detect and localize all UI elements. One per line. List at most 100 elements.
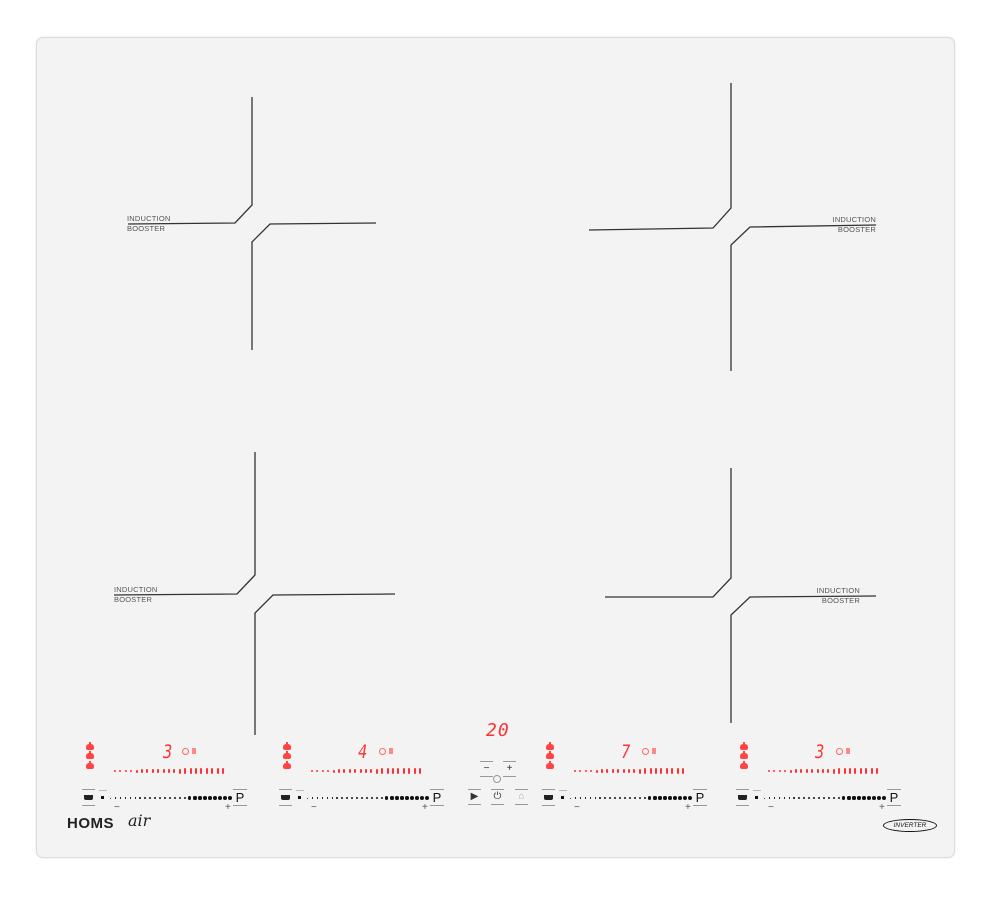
slider-step[interactable] bbox=[609, 796, 612, 799]
zone-select-button[interactable] bbox=[82, 789, 95, 806]
slider-step[interactable] bbox=[331, 797, 334, 799]
slider-step[interactable] bbox=[604, 797, 607, 799]
slider-step[interactable] bbox=[773, 797, 776, 799]
slider-step[interactable] bbox=[400, 796, 404, 800]
power-button[interactable]: ⏻ bbox=[491, 789, 504, 805]
slider-step[interactable] bbox=[817, 796, 821, 800]
slider-step[interactable] bbox=[405, 796, 409, 800]
slider-step[interactable] bbox=[852, 796, 856, 800]
slider-step[interactable] bbox=[419, 796, 424, 800]
slider-step[interactable] bbox=[134, 797, 137, 799]
power-slider[interactable] bbox=[570, 795, 692, 801]
slider-step[interactable] bbox=[173, 796, 177, 800]
slider-step[interactable] bbox=[663, 796, 667, 800]
pause-button[interactable]: ▶ bbox=[468, 789, 481, 805]
slider-step[interactable] bbox=[326, 797, 329, 799]
slider-step[interactable] bbox=[217, 796, 222, 800]
slider-step[interactable] bbox=[798, 797, 801, 799]
slider-step[interactable] bbox=[808, 796, 811, 800]
slider-step[interactable] bbox=[375, 796, 379, 800]
slider-step[interactable] bbox=[643, 796, 647, 800]
slider-step[interactable] bbox=[648, 796, 652, 800]
slider-step[interactable] bbox=[594, 797, 597, 799]
slider-step[interactable] bbox=[876, 796, 881, 800]
slider-step[interactable] bbox=[788, 797, 791, 799]
slider-step[interactable] bbox=[395, 796, 399, 800]
slider-step[interactable] bbox=[614, 796, 617, 800]
slider-step[interactable] bbox=[764, 797, 765, 799]
slider-min-marker[interactable] bbox=[296, 790, 304, 804]
power-slider[interactable] bbox=[307, 795, 429, 801]
power-boost-button[interactable]: P bbox=[233, 789, 247, 806]
slider-step[interactable] bbox=[862, 796, 866, 800]
slider-step[interactable] bbox=[208, 796, 212, 800]
slider-step[interactable] bbox=[409, 796, 414, 800]
slider-step[interactable] bbox=[114, 797, 117, 799]
slider-step[interactable] bbox=[424, 795, 429, 801]
slider-step[interactable] bbox=[653, 796, 657, 800]
slider-step[interactable] bbox=[346, 796, 349, 799]
slider-step[interactable] bbox=[628, 796, 632, 800]
slider-step[interactable] bbox=[198, 796, 202, 800]
slider-step[interactable] bbox=[793, 797, 796, 799]
slider-step[interactable] bbox=[385, 796, 389, 800]
slider-step[interactable] bbox=[871, 796, 876, 800]
zone-select-button[interactable] bbox=[736, 789, 749, 806]
slider-step[interactable] bbox=[677, 796, 682, 800]
slider-step[interactable] bbox=[668, 796, 672, 800]
slider-step[interactable] bbox=[119, 797, 122, 799]
power-slider[interactable] bbox=[764, 795, 886, 801]
zone-select-button[interactable] bbox=[542, 789, 555, 806]
slider-step[interactable] bbox=[638, 796, 642, 800]
slider-step[interactable] bbox=[822, 796, 826, 800]
slider-step[interactable] bbox=[837, 796, 841, 800]
slider-step[interactable] bbox=[847, 796, 851, 800]
slider-step[interactable] bbox=[813, 796, 816, 800]
slider-min-marker[interactable] bbox=[99, 790, 107, 804]
slider-step[interactable] bbox=[574, 797, 577, 799]
slider-step[interactable] bbox=[672, 796, 677, 800]
slider-step[interactable] bbox=[159, 796, 162, 800]
slider-step[interactable] bbox=[570, 797, 571, 799]
slider-step[interactable] bbox=[827, 796, 831, 800]
slider-step[interactable] bbox=[341, 797, 344, 799]
slider-step[interactable] bbox=[682, 796, 687, 800]
slider-step[interactable] bbox=[163, 796, 167, 800]
slider-step[interactable] bbox=[599, 797, 602, 799]
slider-step[interactable] bbox=[124, 797, 127, 799]
slider-step[interactable] bbox=[658, 796, 662, 800]
slider-step[interactable] bbox=[203, 796, 207, 800]
slider-step[interactable] bbox=[414, 796, 419, 800]
power-boost-button[interactable]: P bbox=[887, 789, 901, 806]
slider-step[interactable] bbox=[370, 796, 374, 800]
slider-min-marker[interactable] bbox=[753, 790, 761, 804]
slider-step[interactable] bbox=[365, 796, 369, 800]
slider-step[interactable] bbox=[188, 796, 192, 800]
slider-step[interactable] bbox=[149, 796, 152, 799]
slider-step[interactable] bbox=[356, 796, 359, 800]
slider-min-marker[interactable] bbox=[559, 790, 567, 804]
lock-button[interactable]: ⌂ bbox=[515, 789, 528, 805]
power-boost-button[interactable]: P bbox=[693, 789, 707, 806]
slider-step[interactable] bbox=[154, 796, 157, 800]
slider-step[interactable] bbox=[623, 796, 627, 800]
slider-step[interactable] bbox=[857, 796, 861, 800]
slider-step[interactable] bbox=[866, 796, 871, 800]
slider-step[interactable] bbox=[360, 796, 364, 800]
slider-step[interactable] bbox=[178, 796, 182, 800]
slider-step[interactable] bbox=[316, 797, 319, 799]
slider-step[interactable] bbox=[842, 796, 846, 800]
slider-step[interactable] bbox=[222, 796, 227, 800]
slider-step[interactable] bbox=[144, 797, 147, 799]
timer-minus-button[interactable]: − bbox=[480, 761, 493, 777]
slider-step[interactable] bbox=[380, 796, 384, 800]
slider-step[interactable] bbox=[687, 795, 692, 801]
slider-step[interactable] bbox=[129, 797, 132, 799]
zone-select-button[interactable] bbox=[279, 789, 292, 806]
slider-step[interactable] bbox=[212, 796, 217, 800]
slider-step[interactable] bbox=[351, 796, 354, 800]
slider-step[interactable] bbox=[803, 796, 806, 799]
slider-step[interactable] bbox=[584, 797, 587, 799]
slider-step[interactable] bbox=[168, 796, 172, 800]
slider-step[interactable] bbox=[579, 797, 582, 799]
